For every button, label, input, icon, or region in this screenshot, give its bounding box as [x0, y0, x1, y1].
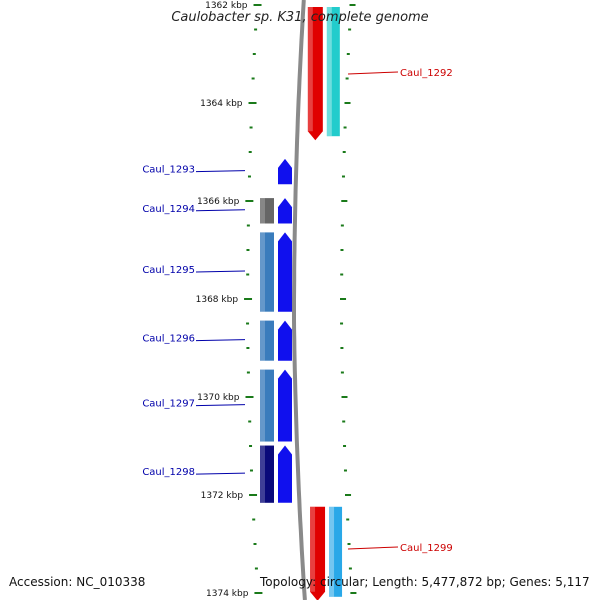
genome-backbone	[292, 0, 307, 600]
gene-label-leader	[195, 209, 246, 212]
scale-tick-label: 1364 kbp	[200, 99, 243, 109]
gene-cog-bar	[260, 232, 274, 312]
backbone-line	[292, 0, 307, 600]
gene-arrow-forward[interactable]	[278, 445, 292, 503]
scale-tick-label: 1362 kbp	[205, 1, 248, 11]
gene-label[interactable]: Caul_1295	[142, 265, 195, 276]
gene-label-leader	[195, 472, 246, 475]
gene-arrow-forward[interactable]	[278, 158, 292, 185]
gene-label-leader	[347, 71, 399, 75]
scale-tick-label: 1374 kbp	[206, 589, 249, 599]
gene-cog-bar	[326, 7, 340, 137]
gene-arrow-forward[interactable]	[278, 320, 292, 361]
gene-labels: Caul_1292 Caul_1293 Caul_1294 Caul_1295 Caul…	[142, 68, 452, 554]
gene-arrow-highlight	[310, 506, 316, 592]
gene-label-leader	[195, 339, 246, 342]
gene-cog-highlight	[260, 320, 265, 361]
gene-cog-bar	[260, 445, 274, 503]
gene-label[interactable]: Caul_1293	[142, 165, 195, 176]
gene-label[interactable]: Caul_1297	[142, 399, 195, 410]
gene-cog-highlight	[260, 445, 265, 503]
gene-cog-bar	[329, 506, 343, 597]
map-title: Caulobacter sp. K31, complete genome	[171, 10, 429, 25]
gene-label-leader	[195, 270, 246, 273]
gene-arrow-forward[interactable]	[278, 232, 292, 312]
gene-label-leader	[347, 546, 399, 550]
scale-tick-label: 1372 kbp	[201, 491, 244, 501]
gene-cog-bar	[260, 198, 274, 224]
gene-label[interactable]: Caul_1299	[400, 543, 453, 554]
gene-cog-bar	[260, 369, 274, 442]
gene-cog-highlight	[260, 198, 265, 224]
gene-cog-highlight	[260, 369, 265, 442]
gene-label[interactable]: Caul_1294	[142, 204, 195, 215]
gene-label-leader	[195, 170, 246, 173]
gene-label-leader	[195, 404, 246, 407]
gene-arrow-highlight	[307, 7, 313, 132]
gene-cog-bar	[260, 320, 274, 361]
gene-arrow-forward[interactable]	[278, 369, 292, 442]
gene-cog-highlight	[329, 506, 335, 597]
gene-label[interactable]: Caul_1296	[142, 334, 195, 345]
gene-label[interactable]: Caul_1292	[400, 68, 453, 79]
scale-tick-label: 1370 kbp	[197, 393, 240, 403]
scale-tick-label: 1366 kbp	[197, 197, 240, 207]
gene-label[interactable]: Caul_1298	[142, 467, 195, 478]
gene-arrow-forward[interactable]	[278, 198, 292, 224]
accession-text: Accession: NC_010338	[9, 575, 146, 589]
scale-ticks: 1362 kbp 1364 kbp 1366 kbp 1368 kbp 1370 kbp…	[196, 1, 357, 599]
gene-arrow-reverse[interactable]	[307, 7, 323, 141]
gene-arrow-reverse[interactable]	[310, 506, 326, 600]
scale-tick-label: 1368 kbp	[196, 295, 239, 305]
genome-summary: Topology: circular; Length: 5,477,872 bp…	[260, 575, 590, 589]
gene-cog-highlight	[260, 232, 265, 312]
gene-cog-highlight	[326, 7, 332, 137]
gene-bars	[260, 7, 343, 600]
